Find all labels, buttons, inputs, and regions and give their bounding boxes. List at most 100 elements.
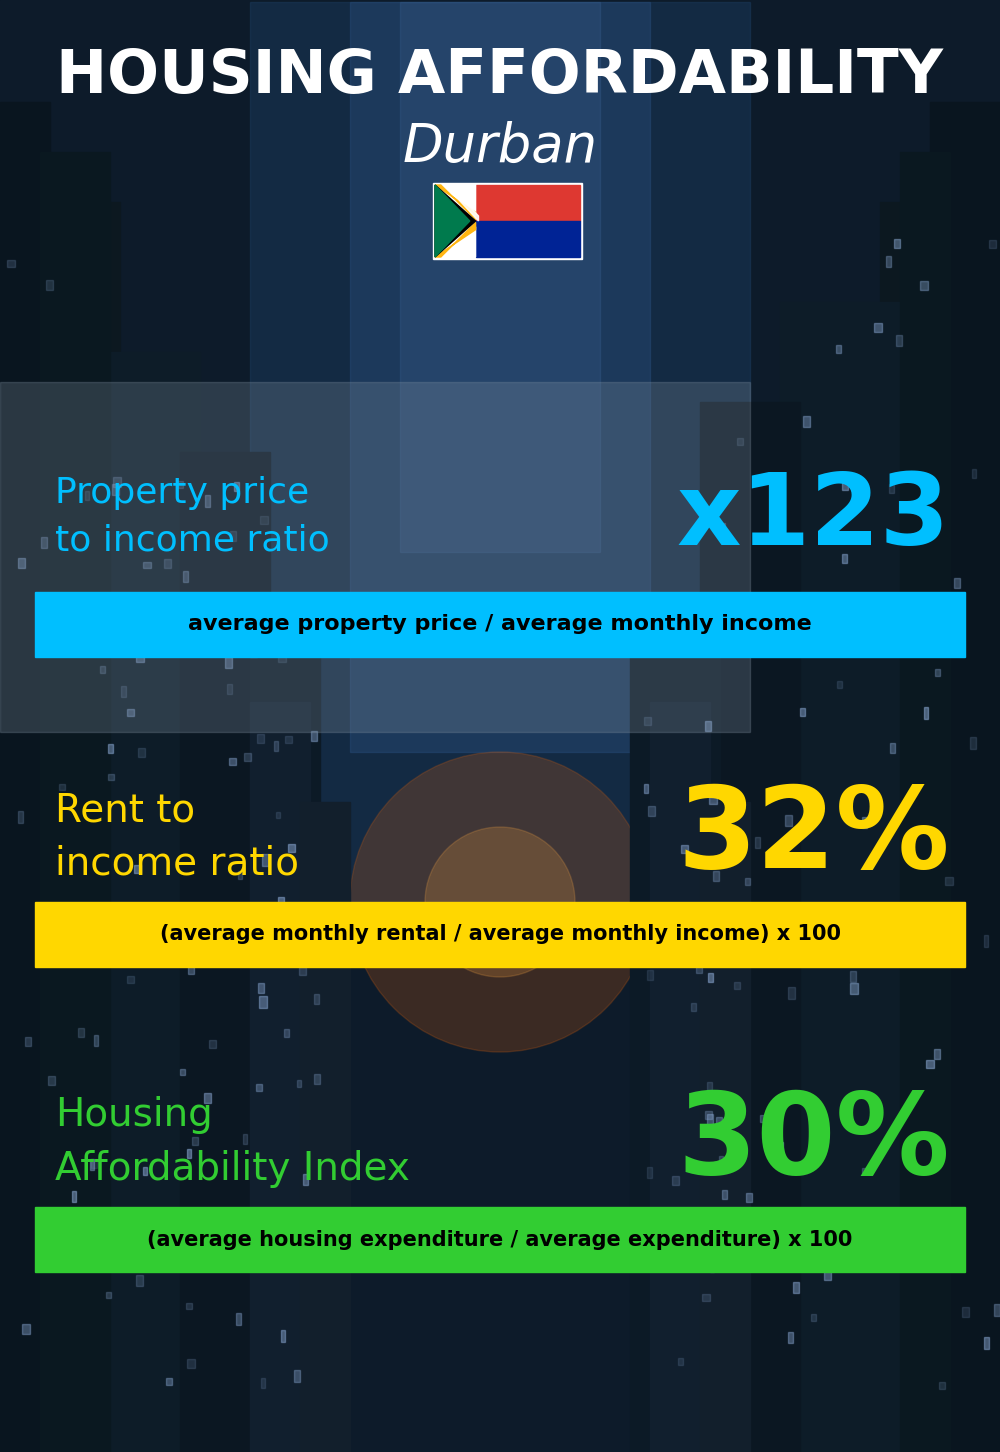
Bar bbox=[72, 1231, 77, 1239]
Bar bbox=[314, 993, 319, 1005]
Bar bbox=[22, 1324, 30, 1334]
Bar bbox=[850, 983, 858, 995]
Bar bbox=[249, 931, 255, 939]
Bar bbox=[250, 645, 257, 656]
Bar bbox=[250, 1, 750, 902]
Bar bbox=[259, 996, 267, 1008]
Bar bbox=[716, 1117, 722, 1127]
Polygon shape bbox=[435, 184, 476, 215]
Bar bbox=[257, 735, 264, 743]
Bar bbox=[900, 152, 950, 1452]
Bar bbox=[780, 302, 900, 1452]
Bar bbox=[294, 1369, 300, 1382]
Bar bbox=[862, 817, 867, 829]
Bar bbox=[311, 730, 317, 741]
Bar bbox=[930, 102, 1000, 1452]
Bar bbox=[274, 741, 278, 752]
Bar bbox=[700, 402, 800, 1452]
Text: average property price / average monthly income: average property price / average monthly… bbox=[188, 614, 812, 635]
Bar bbox=[250, 603, 320, 1452]
Bar bbox=[292, 905, 296, 913]
Bar bbox=[788, 1331, 793, 1343]
Bar bbox=[288, 844, 295, 852]
Bar bbox=[934, 1048, 940, 1059]
Text: (average monthly rental / average monthly income) x 100: (average monthly rental / average monthl… bbox=[160, 925, 840, 944]
Polygon shape bbox=[444, 184, 478, 221]
Bar bbox=[35, 592, 965, 656]
Text: Housing
Affordability Index: Housing Affordability Index bbox=[55, 1096, 410, 1188]
Bar bbox=[476, 184, 580, 221]
Bar bbox=[939, 1382, 945, 1388]
Bar bbox=[244, 752, 251, 761]
Bar bbox=[433, 183, 582, 258]
Bar bbox=[230, 531, 236, 540]
Bar bbox=[935, 669, 940, 677]
Bar bbox=[131, 1227, 139, 1237]
Bar bbox=[285, 736, 292, 742]
Bar bbox=[720, 1125, 725, 1131]
Bar bbox=[243, 1134, 247, 1144]
Bar bbox=[18, 812, 23, 823]
Bar bbox=[890, 743, 895, 754]
Bar bbox=[0, 102, 50, 1452]
Bar bbox=[178, 481, 183, 488]
Bar bbox=[143, 562, 151, 568]
Bar bbox=[837, 681, 842, 688]
Bar bbox=[0, 382, 750, 732]
Bar bbox=[85, 491, 89, 499]
Text: Rent to
income ratio: Rent to income ratio bbox=[55, 791, 299, 883]
Bar bbox=[710, 1262, 714, 1272]
Bar bbox=[262, 854, 269, 865]
Bar bbox=[678, 1358, 683, 1365]
Polygon shape bbox=[435, 184, 476, 257]
Bar bbox=[187, 1149, 191, 1157]
Bar bbox=[788, 987, 795, 999]
Bar bbox=[121, 685, 126, 697]
Bar bbox=[647, 1227, 654, 1237]
Bar bbox=[924, 707, 928, 719]
Bar bbox=[106, 1292, 111, 1298]
Text: (average housing expenditure / average expenditure) x 100: (average housing expenditure / average e… bbox=[147, 1230, 853, 1250]
Bar bbox=[78, 1028, 84, 1037]
Bar bbox=[300, 802, 350, 1452]
Bar bbox=[303, 1175, 308, 1185]
Bar bbox=[261, 1378, 265, 1388]
Bar bbox=[714, 1163, 721, 1170]
Bar bbox=[896, 335, 902, 346]
Bar bbox=[862, 1167, 867, 1175]
Bar bbox=[954, 578, 960, 588]
Bar bbox=[180, 452, 270, 1452]
Bar bbox=[650, 701, 710, 1452]
Bar bbox=[134, 864, 141, 873]
Bar bbox=[874, 322, 882, 333]
Bar bbox=[40, 152, 110, 1452]
Bar bbox=[842, 481, 848, 491]
Bar bbox=[824, 1272, 831, 1281]
Bar bbox=[35, 902, 965, 967]
Bar bbox=[136, 650, 144, 662]
Bar bbox=[180, 1069, 185, 1074]
Bar bbox=[734, 982, 740, 989]
Bar bbox=[738, 947, 745, 954]
Bar bbox=[630, 652, 720, 1452]
Bar bbox=[25, 1037, 31, 1045]
Bar bbox=[705, 720, 711, 730]
Bar bbox=[803, 415, 810, 427]
Bar bbox=[46, 280, 53, 289]
Bar bbox=[250, 701, 310, 1452]
Bar bbox=[100, 666, 105, 672]
Bar bbox=[227, 684, 232, 694]
Polygon shape bbox=[435, 222, 476, 257]
Bar bbox=[719, 1156, 723, 1163]
Bar bbox=[702, 1294, 710, 1301]
Bar bbox=[811, 1314, 816, 1321]
Bar bbox=[672, 1176, 679, 1185]
Bar bbox=[880, 202, 1000, 1452]
Bar bbox=[127, 709, 134, 716]
Bar bbox=[59, 784, 65, 790]
Bar bbox=[722, 1191, 727, 1199]
Bar bbox=[705, 1111, 712, 1119]
Bar bbox=[962, 1307, 969, 1317]
Bar bbox=[984, 935, 988, 947]
Bar bbox=[889, 484, 894, 492]
